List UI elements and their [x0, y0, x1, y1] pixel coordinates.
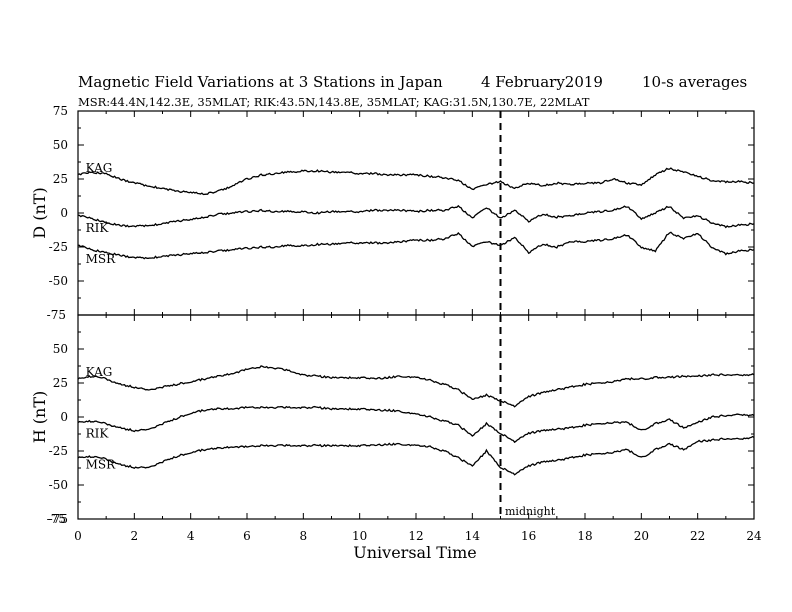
series-line-kag [77, 365, 755, 408]
x-tick-label: 4 [187, 529, 195, 543]
y-tick-label: 25 [53, 172, 68, 186]
series-line-msr [77, 231, 755, 260]
series-label-kag: KAG [86, 365, 113, 379]
x-tick-label: 16 [521, 529, 536, 543]
series-line-kag [77, 167, 755, 196]
x-tick-label: 0 [74, 529, 82, 543]
series-label-kag: KAG [86, 161, 113, 175]
y-tick-label: 0 [60, 410, 68, 424]
y-tick-label-bottom: -75 [47, 512, 66, 526]
y-tick-label: 0 [60, 206, 68, 220]
series-label-rik: RIK [86, 221, 110, 235]
panel-frame [77, 110, 755, 316]
chart-subtitle: MSR:44.4N,142.3E, 35MLAT; RIK:43.5N,143.… [78, 95, 590, 109]
midnight-label: midnight [505, 505, 556, 518]
y-tick-label: -50 [49, 478, 68, 492]
x-tick-label: 14 [465, 529, 481, 543]
y-tick-label: 75 [53, 104, 68, 118]
x-tick-label: 12 [408, 529, 423, 543]
series-label-msr: MSR [86, 458, 117, 472]
y-tick-label: -25 [49, 444, 68, 458]
panel-0: 75 50 25 0 -25 -50 D (nT) KAG RIK MSR [30, 104, 755, 316]
chart-averaging: 10-s averages [642, 73, 747, 91]
x-tick-label: 22 [690, 529, 705, 543]
x-tick-label: 10 [352, 529, 367, 543]
series-line-msr [77, 435, 755, 476]
x-tick-label: 2 [131, 529, 139, 543]
y-tick-label: 25 [53, 376, 68, 390]
y-tick-label: -75 [49, 512, 68, 526]
panel-1: 50 25 0 -25 -50 -75 H (nT) KAG RIK MSR [30, 314, 755, 526]
x-axis-label: Universal Time [353, 543, 476, 562]
chart-date: 4 February2019 [481, 73, 603, 91]
series-line-rik [77, 405, 755, 444]
series-label-rik: RIK [86, 426, 110, 440]
x-tick-label: 20 [634, 529, 649, 543]
x-tick-label: 8 [300, 529, 308, 543]
y-tick-label: -50 [49, 274, 68, 288]
chart-title: Magnetic Field Variations at 3 Stations … [78, 73, 443, 91]
y-tick-label-shared: -75 [47, 308, 66, 322]
y-axis-label: D (nT) [30, 187, 49, 238]
y-tick-label: 50 [53, 342, 68, 356]
y-tick-label: -25 [49, 240, 68, 254]
x-tick-label: 6 [243, 529, 251, 543]
x-tick-label: 18 [577, 529, 592, 543]
x-tick-label: 24 [746, 529, 762, 543]
series-label-msr: MSR [86, 252, 117, 266]
y-tick-label: 50 [53, 138, 68, 152]
y-axis-label: H (nT) [30, 391, 49, 444]
series-line-rik [77, 204, 755, 229]
